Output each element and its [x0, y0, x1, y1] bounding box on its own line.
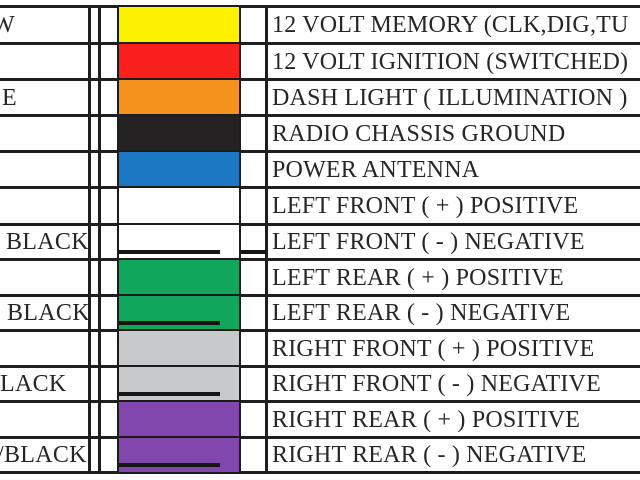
- wire-function-label: 12 VOLT IGNITION (SWITCHED): [272, 49, 629, 75]
- grid-line-horizontal: [0, 42, 640, 45]
- grid-line-horizontal: [0, 150, 640, 153]
- wire-function-label: LEFT FRONT ( + ) POSITIVE: [272, 193, 579, 219]
- wire-stripe-mark: [119, 392, 220, 396]
- wire-color-swatch: [117, 365, 241, 403]
- wire-name-fragment: BLACK: [7, 300, 90, 326]
- wire-stripe-mark: [119, 321, 220, 325]
- grid-line-vertical: [98, 5, 101, 474]
- wire-color-swatch: [117, 329, 241, 368]
- wire-color-swatch: [117, 400, 241, 439]
- grid-line-horizontal: [0, 365, 640, 368]
- wire-color-swatch: [117, 223, 241, 261]
- wire-function-label: POWER ANTENNA: [272, 157, 480, 183]
- wire-function-label: LEFT FRONT ( - ) NEGATIVE: [272, 229, 585, 255]
- wire-function-label: RIGHT FRONT ( + ) POSITIVE: [272, 336, 595, 362]
- wire-function-label: RIGHT FRONT ( - ) NEGATIVE: [272, 371, 601, 397]
- wire-color-swatch: [117, 258, 241, 297]
- grid-line-horizontal: [0, 258, 640, 261]
- wire-function-label: RADIO CHASSIS GROUND: [272, 121, 566, 147]
- bold-mark: [241, 250, 266, 254]
- grid-line-horizontal: [0, 5, 640, 8]
- wire-name-fragment: BLACK: [6, 229, 89, 255]
- wire-color-swatch: [117, 294, 241, 332]
- wire-function-label: LEFT REAR ( + ) POSITIVE: [272, 265, 564, 291]
- grid-line-horizontal: [0, 78, 640, 81]
- grid-line-horizontal: [0, 436, 640, 439]
- wire-color-swatch: [117, 78, 241, 117]
- wire-color-swatch: [117, 186, 241, 226]
- wire-name-fragment: E: [2, 85, 17, 111]
- grid-line-horizontal: [0, 471, 640, 474]
- wire-function-label: 12 VOLT MEMORY (CLK,DIG,TU: [272, 12, 629, 38]
- wire-color-swatch: [117, 5, 241, 45]
- grid-line-horizontal: [0, 294, 640, 297]
- wire-color-swatch: [117, 114, 241, 153]
- grid-line-horizontal: [0, 400, 640, 403]
- grid-line-vertical: [88, 5, 91, 474]
- wire-color-swatch: [117, 150, 241, 189]
- wire-stripe-mark: [119, 250, 220, 254]
- wire-function-label: RIGHT REAR ( - ) NEGATIVE: [272, 442, 587, 468]
- grid-line-horizontal: [0, 329, 640, 332]
- wire-function-label: DASH LIGHT ( ILLUMINATION ): [272, 85, 628, 111]
- wire-color-swatch: [117, 42, 241, 81]
- wire-name-fragment: W: [0, 12, 15, 38]
- wire-stripe-mark: [119, 463, 220, 467]
- grid-line-vertical: [265, 5, 268, 474]
- grid-line-horizontal: [0, 114, 640, 117]
- wire-color-swatch: [117, 436, 241, 474]
- grid-line-horizontal: [0, 223, 640, 226]
- wire-name-fragment: LACK: [0, 371, 67, 397]
- wire-function-label: LEFT REAR ( - ) NEGATIVE: [272, 300, 571, 326]
- grid-line-horizontal: [0, 186, 640, 189]
- wire-function-label: RIGHT REAR ( + ) POSITIVE: [272, 407, 581, 433]
- wire-name-fragment: /BLACK: [0, 442, 87, 468]
